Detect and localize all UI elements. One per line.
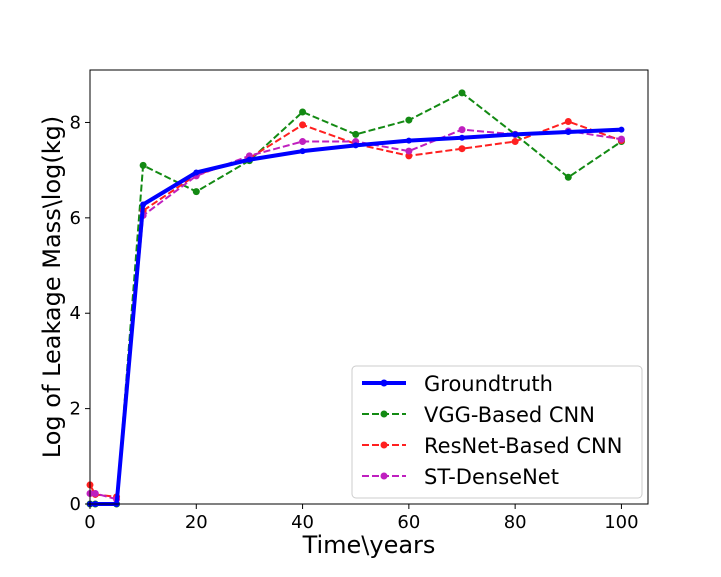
x-tick-label: 0 (84, 512, 95, 533)
legend-label: VGG-Based CNN (424, 403, 595, 427)
data-point (512, 131, 519, 138)
x-tick-label: 40 (291, 512, 314, 533)
data-point (458, 89, 466, 97)
legend-item-resnet-based-cnn: ResNet-Based CNN (362, 434, 622, 458)
data-point (352, 142, 359, 149)
data-point (405, 116, 413, 124)
x-tick-label: 60 (397, 512, 420, 533)
y-tick-label: 8 (70, 112, 81, 133)
y-tick-label: 6 (70, 208, 81, 229)
x-tick-label: 100 (604, 512, 638, 533)
data-point (565, 129, 572, 135)
legend-swatch-marker (380, 472, 388, 480)
legend-item-groundtruth: Groundtruth (362, 372, 553, 396)
data-point (617, 135, 625, 143)
data-point (405, 147, 413, 155)
data-point (299, 121, 307, 129)
data-point (140, 201, 147, 208)
legend-box (351, 365, 643, 499)
legend-item-st-densenet: ST-DenseNet (362, 465, 559, 489)
y-tick-label: 4 (70, 303, 81, 324)
data-point (458, 145, 466, 153)
data-point (564, 173, 572, 181)
y-axis-label: Log of Leakage Mass\log(kg) (38, 116, 66, 458)
plot-frame (89, 69, 649, 505)
data-point (246, 156, 253, 163)
legend-swatch-marker (380, 441, 388, 449)
data-point (564, 118, 572, 126)
legend-label: ST-DenseNet (424, 465, 559, 489)
legend-label: ResNet-Based CNN (424, 434, 622, 458)
data-point (511, 138, 519, 146)
x-tick-label: 20 (185, 512, 208, 533)
y-tick-label: 2 (70, 399, 81, 420)
data-point (618, 126, 625, 133)
data-point (405, 137, 412, 144)
legend: Groundtruth VGG-Based CNN ResNet-Based CNN… (351, 365, 643, 499)
data-point (299, 108, 307, 116)
y-tick-label: 0 (70, 494, 81, 515)
x-axis-label: Time\years (302, 531, 436, 559)
legend-item-vgg-based-cnn: VGG-Based CNN (362, 403, 595, 427)
data-point (299, 148, 306, 155)
legend-swatch-marker (380, 379, 388, 387)
data-point (91, 490, 99, 498)
data-point (352, 130, 360, 138)
data-point (193, 169, 200, 176)
data-point (299, 138, 307, 146)
data-point (459, 134, 465, 141)
data-point (458, 126, 466, 134)
ticks-layer: 0 20 40 60 80 100 0 2 4 6 8 (70, 112, 639, 533)
data-point (139, 161, 147, 169)
x-tick-label: 80 (504, 512, 527, 533)
legend-swatch-marker (380, 410, 388, 418)
data-point (192, 188, 200, 196)
legend-label: Groundtruth (424, 372, 553, 396)
